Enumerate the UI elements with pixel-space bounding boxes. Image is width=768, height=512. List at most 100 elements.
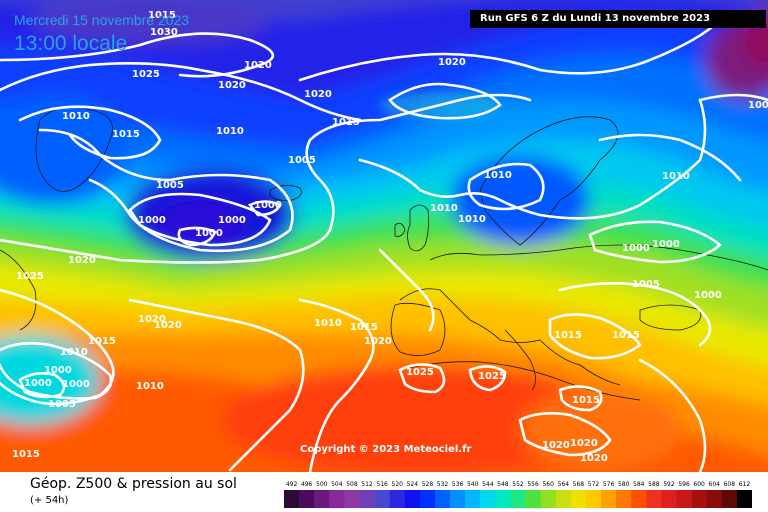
legend-label: 568 xyxy=(573,481,585,488)
legend-label: 596 xyxy=(678,481,690,488)
isobar-label: 1005 xyxy=(288,155,316,166)
legend-swatch xyxy=(616,490,632,508)
legend-swatch xyxy=(661,490,677,508)
legend-label: 564 xyxy=(558,481,570,488)
legend-label: 548 xyxy=(497,481,509,488)
legend-swatch xyxy=(480,490,496,508)
footer-bar: Géop. Z500 & pression au sol (+ 54h) 492… xyxy=(0,472,768,512)
legend-swatch xyxy=(736,490,752,508)
isobar-label: 1020 xyxy=(138,314,166,325)
isobar-label: 1005 xyxy=(632,279,660,290)
legend-swatch xyxy=(389,490,406,508)
legend-label: 600 xyxy=(693,481,705,488)
color-legend: 492 496 500 504 508 512 516 520 524 528 532 536 540 5… xyxy=(284,481,752,508)
legend-label: 516 xyxy=(376,481,388,488)
geopotential-pressure-map: 1015 1030 1025 1020 1020 1020 1020 1010 … xyxy=(0,0,768,472)
model-run-label: Run GFS 6 Z du Lundi 13 novembre 2023 xyxy=(470,10,766,28)
legend-swatch xyxy=(525,490,541,508)
legend-swatch xyxy=(404,490,421,508)
isobars xyxy=(0,18,768,472)
legend-label: 580 xyxy=(618,481,630,488)
legend-label: 556 xyxy=(527,481,539,488)
legend-swatch xyxy=(450,490,466,508)
isobar-label: 1000 xyxy=(218,215,246,226)
isobar-label: 1010 xyxy=(458,214,486,225)
isobar-label: 1015 xyxy=(148,10,176,21)
isobar-label: 1030 xyxy=(150,27,178,38)
isobar-label: 1020 xyxy=(244,60,272,71)
legend-label: 592 xyxy=(663,481,675,488)
isobar-label: 1010 xyxy=(430,203,458,214)
isobar-label: 1020 xyxy=(542,440,570,451)
isobar-label: 1000 xyxy=(195,228,223,239)
isobar-label: 1010 xyxy=(136,381,164,392)
legend-label: 536 xyxy=(452,481,464,488)
legend-swatch xyxy=(359,490,375,508)
isobar-label: 1000 xyxy=(694,290,722,301)
legend-label: 552 xyxy=(512,481,524,488)
isobar-label: 1015 xyxy=(612,330,640,341)
legend-swatch xyxy=(646,490,662,508)
isobar-label: 1020 xyxy=(570,438,598,449)
legend-label: 524 xyxy=(407,481,419,488)
isobar-label: 1020 xyxy=(68,255,96,266)
map-title: Géop. Z500 & pression au sol xyxy=(30,476,237,492)
isobar-label: 1020 xyxy=(438,57,466,68)
legend-swatch xyxy=(585,490,602,508)
legend-label: 520 xyxy=(392,481,404,488)
copyright-notice: Copyright © 2023 Meteociel.fr xyxy=(300,444,472,455)
isobar-label: 1000 xyxy=(62,379,90,390)
legend-swatch xyxy=(419,490,436,508)
isobar-label: 1015 xyxy=(332,117,360,128)
legend-label: 504 xyxy=(331,481,343,488)
isobar-label: 1005 xyxy=(156,180,184,191)
legend-label: 528 xyxy=(422,481,434,488)
isobar-label: 1025 xyxy=(478,371,506,382)
isobar-label: 1015 xyxy=(572,395,600,406)
legend-label: 572 xyxy=(588,481,600,488)
forecast-local-time: 13:00 locale xyxy=(14,32,128,55)
legend-label: 500 xyxy=(316,481,328,488)
legend-swatch xyxy=(676,490,692,508)
isobar-label: 1015 xyxy=(88,336,116,347)
isobar-label: 1010 xyxy=(314,318,342,329)
legend-label: 604 xyxy=(709,481,721,488)
legend-label: 588 xyxy=(648,481,660,488)
legend-label: 608 xyxy=(724,481,736,488)
legend-swatch xyxy=(314,490,330,508)
legend-label: 560 xyxy=(542,481,554,488)
legend-swatch xyxy=(570,490,587,508)
legend-swatch xyxy=(601,490,617,508)
isobar-label: 1020 xyxy=(580,453,608,464)
legend-swatch xyxy=(284,490,300,508)
isobar-label: 1015 xyxy=(350,322,378,333)
legend-swatch xyxy=(344,490,360,508)
isobar-label: 1010 xyxy=(60,347,88,358)
isobar-label: 1000 xyxy=(254,200,282,211)
legend-swatch xyxy=(555,490,572,508)
legend-swatch xyxy=(299,490,315,508)
legend-swatch xyxy=(374,490,390,508)
legend-swatch xyxy=(706,490,723,508)
isobar-label: 1000 xyxy=(622,243,650,254)
forecast-lead-time: (+ 54h) xyxy=(30,495,69,506)
isobar-label: 1010 xyxy=(484,170,512,181)
legend-swatch xyxy=(721,490,738,508)
legend-swatch xyxy=(495,490,511,508)
isobar-label: 1025 xyxy=(132,69,160,80)
legend-label: 496 xyxy=(301,481,313,488)
isobar-label: 1010 xyxy=(62,111,90,122)
isobar-label: 1000 xyxy=(44,365,72,376)
legend-swatch xyxy=(465,490,481,508)
isobar-label: 1020 xyxy=(364,336,392,347)
isobar-label: 1025 xyxy=(16,271,44,282)
isobar-labels: 1015 1030 1025 1020 1020 1020 1020 1010 … xyxy=(12,10,768,464)
isobar-label: 1000 xyxy=(138,215,166,226)
geopotential-color-field xyxy=(0,0,768,472)
legend-swatch xyxy=(540,490,557,508)
isobar-label: 1010 xyxy=(216,126,244,137)
legend-label: 544 xyxy=(482,481,494,488)
isobar-label: 1020 xyxy=(304,89,332,100)
isobar-label: 1005 xyxy=(48,399,76,410)
legend-label: 540 xyxy=(467,481,479,488)
